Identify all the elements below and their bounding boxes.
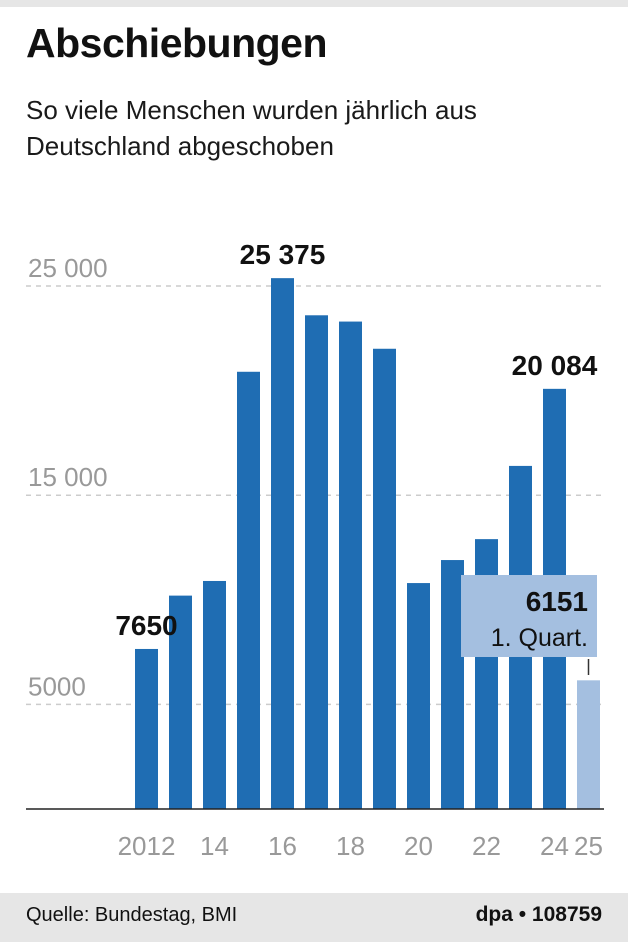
bar — [203, 580, 226, 809]
highlight-value-label: 6151 — [526, 586, 588, 617]
top-bar — [0, 0, 628, 7]
y-tick-label: 5000 — [28, 671, 86, 701]
x-tick-label: 24 — [540, 831, 569, 861]
bar — [373, 348, 396, 809]
bar — [271, 278, 294, 809]
x-tick-label: 25 — [574, 831, 603, 861]
bar — [237, 371, 260, 809]
y-tick-label: 15 000 — [28, 462, 108, 492]
x-tick-label: 18 — [336, 831, 365, 861]
y-tick-label: 25 000 — [28, 253, 108, 283]
data-label: 25 375 — [240, 239, 326, 270]
bar — [135, 648, 158, 809]
agency-credit: dpa • 108759 — [475, 903, 602, 926]
bar-chart: 5000 15 000 25 000 2012 14 16 18 20 22 24 25 7650 25… — [26, 239, 604, 861]
bar — [305, 315, 328, 809]
x-tick-label: 2012 — [118, 831, 176, 861]
data-label: 7650 — [115, 610, 177, 641]
highlight-callout-box — [461, 575, 597, 657]
footer: Quelle: Bundestag, BMI dpa • 108759 — [0, 893, 628, 942]
x-tick-label: 22 — [472, 831, 501, 861]
x-tick-label: 20 — [404, 831, 433, 861]
chart-subtitle: So viele Menschen wurden jährlich aus De… — [26, 95, 477, 161]
x-tick-label: 14 — [200, 831, 229, 861]
bar — [577, 680, 600, 809]
source-note: Quelle: Bundestag, BMI — [26, 904, 238, 926]
x-tick-label: 16 — [268, 831, 297, 861]
highlight-note-label: 1. Quart. — [491, 624, 588, 652]
chart-title: Abschiebungen — [26, 20, 328, 66]
bar — [339, 321, 362, 809]
bar — [407, 583, 430, 809]
bar — [441, 560, 464, 809]
data-label: 20 084 — [512, 350, 598, 381]
bar — [169, 595, 192, 809]
